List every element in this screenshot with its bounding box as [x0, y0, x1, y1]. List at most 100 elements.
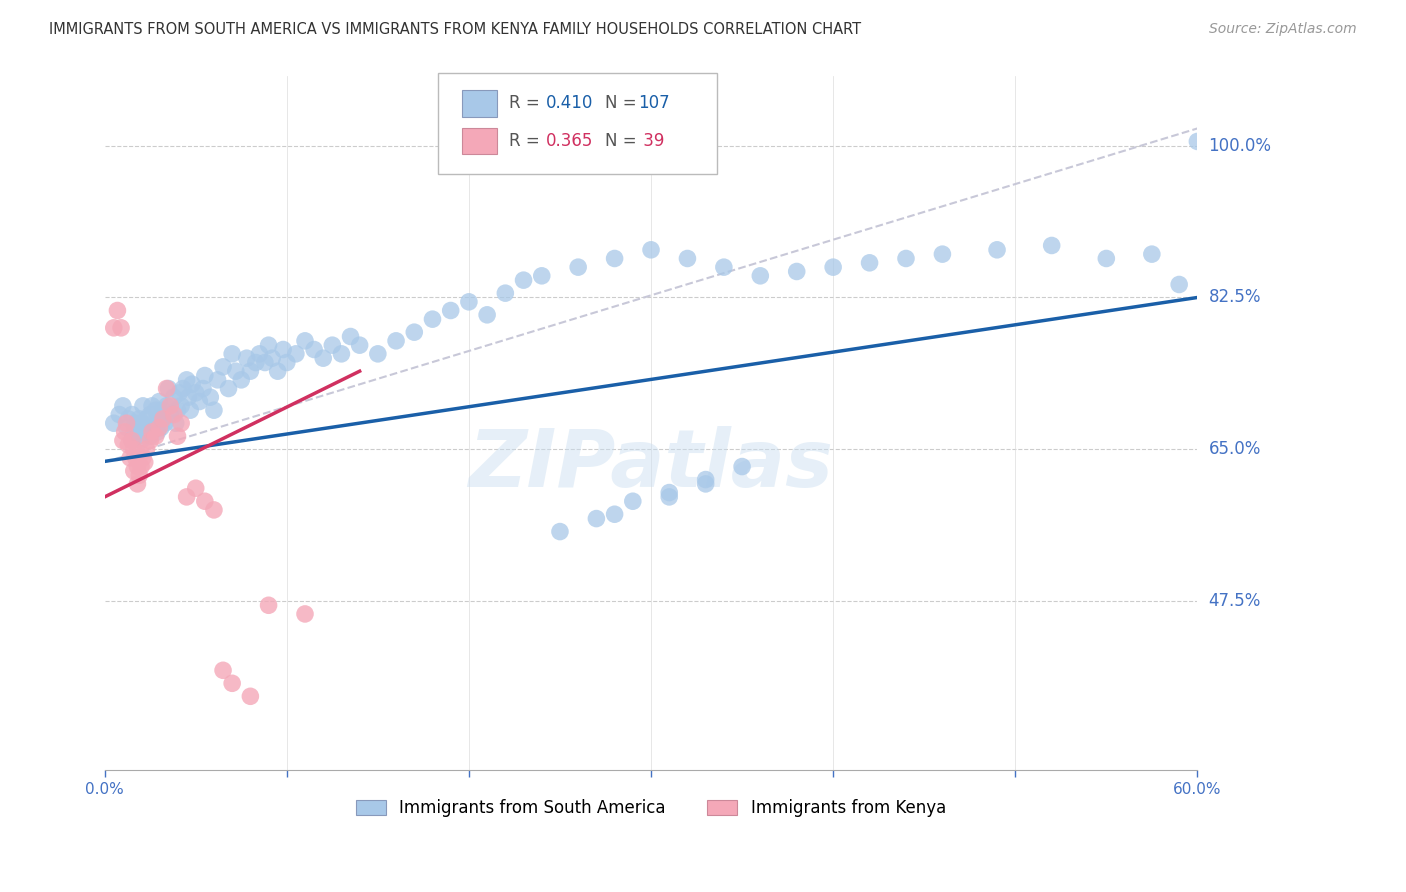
Text: 0.410: 0.410: [546, 95, 593, 112]
Text: 47.5%: 47.5%: [1209, 592, 1261, 610]
Point: [212, 359, 235, 374]
Text: R =: R =: [509, 95, 543, 112]
Point: [239, 690, 262, 704]
Point: [191, 382, 214, 396]
Point: [159, 399, 181, 413]
Point: [512, 273, 534, 287]
Point: [177, 390, 200, 404]
Point: [422, 312, 444, 326]
Point: [253, 355, 276, 369]
Point: [134, 455, 156, 469]
Text: 39: 39: [638, 132, 664, 150]
Point: [858, 256, 880, 270]
Point: [267, 364, 290, 378]
Point: [145, 403, 167, 417]
Point: [1095, 252, 1118, 266]
Point: [129, 446, 152, 460]
Text: Source: ZipAtlas.com: Source: ZipAtlas.com: [1209, 22, 1357, 37]
Point: [440, 303, 463, 318]
Point: [115, 416, 138, 430]
Point: [166, 429, 188, 443]
Point: [121, 434, 143, 448]
Point: [312, 351, 335, 366]
Point: [367, 347, 389, 361]
Point: [931, 247, 953, 261]
Point: [823, 260, 845, 274]
Point: [134, 425, 156, 439]
Point: [127, 476, 149, 491]
Point: [404, 325, 426, 339]
Text: 82.5%: 82.5%: [1209, 288, 1261, 307]
Point: [141, 399, 163, 413]
Point: [231, 373, 253, 387]
Point: [117, 412, 139, 426]
Point: [1187, 135, 1209, 149]
Point: [128, 468, 150, 483]
Point: [194, 494, 217, 508]
Point: [111, 434, 134, 448]
Point: [603, 252, 626, 266]
Point: [124, 416, 146, 430]
Point: [129, 434, 152, 448]
Point: [262, 351, 284, 366]
Point: [165, 416, 187, 430]
Point: [200, 390, 222, 404]
Point: [1040, 238, 1063, 252]
Point: [139, 408, 162, 422]
Point: [150, 420, 173, 434]
Point: [349, 338, 371, 352]
Point: [257, 599, 280, 613]
Text: IMMIGRANTS FROM SOUTH AMERICA VS IMMIGRANTS FROM KENYA FAMILY HOUSEHOLDS CORRELA: IMMIGRANTS FROM SOUTH AMERICA VS IMMIGRA…: [49, 22, 862, 37]
Point: [153, 416, 176, 430]
Point: [658, 485, 681, 500]
Point: [475, 308, 498, 322]
Point: [108, 408, 131, 422]
Point: [159, 408, 181, 422]
Point: [132, 450, 155, 465]
Point: [530, 268, 553, 283]
Point: [284, 347, 307, 361]
Point: [169, 385, 191, 400]
Point: [202, 403, 225, 417]
Point: [603, 508, 626, 522]
Point: [567, 260, 589, 274]
Point: [302, 343, 325, 357]
Point: [321, 338, 343, 352]
FancyBboxPatch shape: [437, 73, 717, 174]
Point: [225, 364, 247, 378]
Point: [1168, 277, 1191, 292]
Point: [218, 382, 240, 396]
Point: [138, 420, 160, 434]
Point: [202, 503, 225, 517]
Point: [122, 464, 145, 478]
Point: [107, 303, 129, 318]
Point: [141, 425, 163, 439]
Point: [111, 399, 134, 413]
Point: [157, 382, 180, 396]
Point: [122, 442, 145, 457]
Point: [494, 286, 516, 301]
Point: [129, 459, 152, 474]
Point: [146, 425, 169, 439]
Point: [132, 399, 155, 413]
Point: [585, 511, 607, 525]
Text: 0.365: 0.365: [546, 132, 593, 150]
Point: [239, 364, 262, 378]
Text: N =: N =: [605, 132, 637, 150]
Point: [172, 382, 194, 396]
Point: [176, 373, 198, 387]
Point: [212, 663, 235, 677]
Point: [163, 408, 186, 422]
Point: [155, 382, 177, 396]
Point: [148, 394, 170, 409]
Point: [786, 264, 808, 278]
Point: [749, 268, 772, 283]
Point: [127, 459, 149, 474]
Point: [135, 442, 157, 457]
Point: [330, 347, 353, 361]
Point: [986, 243, 1008, 257]
Text: N =: N =: [605, 95, 637, 112]
Point: [121, 434, 143, 448]
Point: [658, 490, 681, 504]
Point: [179, 403, 201, 417]
